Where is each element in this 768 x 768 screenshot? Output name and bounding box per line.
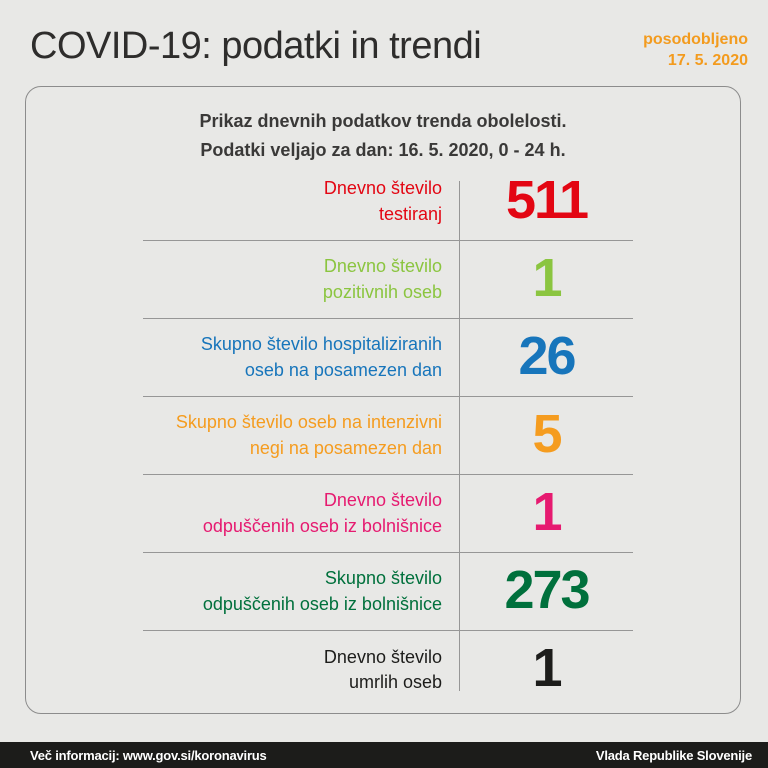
- row-value: 26: [518, 325, 576, 386]
- table-row: Dnevno število testiranj 511: [143, 163, 633, 241]
- card-header-line1: Prikaz dnevnih podatkov trenda obolelost…: [199, 111, 567, 131]
- row-label: Skupno število odpuščenih oseb iz bolniš…: [143, 553, 460, 630]
- masthead: COVID-19: podatki in trendi posodobljeno…: [30, 25, 748, 72]
- card-header-line2: Podatki veljajo za dan: 16. 5. 2020, 0 -…: [200, 139, 566, 160]
- row-label: Dnevno število testiranj: [143, 163, 460, 240]
- row-label: Skupno število oseb na intenzivni negi n…: [143, 397, 460, 474]
- row-label: Dnevno število umrlih oseb: [143, 631, 460, 709]
- row-label: Dnevno število pozitivnih oseb: [143, 241, 460, 318]
- table-row: Dnevno število umrlih oseb 1: [143, 631, 633, 709]
- row-value: 5: [532, 403, 562, 464]
- row-label: Dnevno število odpuščenih oseb iz bolniš…: [143, 475, 460, 552]
- footer-org-text: Vlada Republike Slovenije: [595, 747, 752, 763]
- stats-table: Dnevno število testiranj 511 Dnevno štev…: [143, 163, 633, 709]
- table-row: Skupno število odpuščenih oseb iz bolniš…: [143, 553, 633, 631]
- row-value: 511: [505, 169, 589, 230]
- table-row: Skupno število hospitaliziranih oseb na …: [143, 319, 633, 397]
- row-value: 1: [532, 247, 562, 308]
- row-value: 1: [532, 481, 562, 542]
- card-header: Prikaz dnevnih podatkov trenda obolelost…: [26, 87, 740, 165]
- page-title: COVID-19: podatki in trendi: [30, 25, 482, 67]
- stats-card: Prikaz dnevnih podatkov trenda obolelost…: [25, 86, 741, 714]
- updated-label: posodobljeno: [643, 31, 748, 48]
- table-row: Dnevno število odpuščenih oseb iz bolniš…: [143, 475, 633, 553]
- row-label: Skupno število hospitaliziranih oseb na …: [143, 319, 460, 396]
- table-row: Dnevno število pozitivnih oseb 1: [143, 241, 633, 319]
- footer-info-text: Več informacij: www.gov.si/koronavirus: [30, 747, 267, 763]
- row-value: 1: [532, 638, 562, 698]
- footer-bar: Več informacij: www.gov.si/koronavirus V…: [0, 742, 768, 768]
- table-row: Skupno število oseb na intenzivni negi n…: [143, 397, 633, 475]
- updated-stamp: posodobljeno 17. 5. 2020: [643, 26, 748, 72]
- updated-date: 17. 5. 2020: [667, 51, 748, 69]
- row-value: 273: [504, 559, 590, 620]
